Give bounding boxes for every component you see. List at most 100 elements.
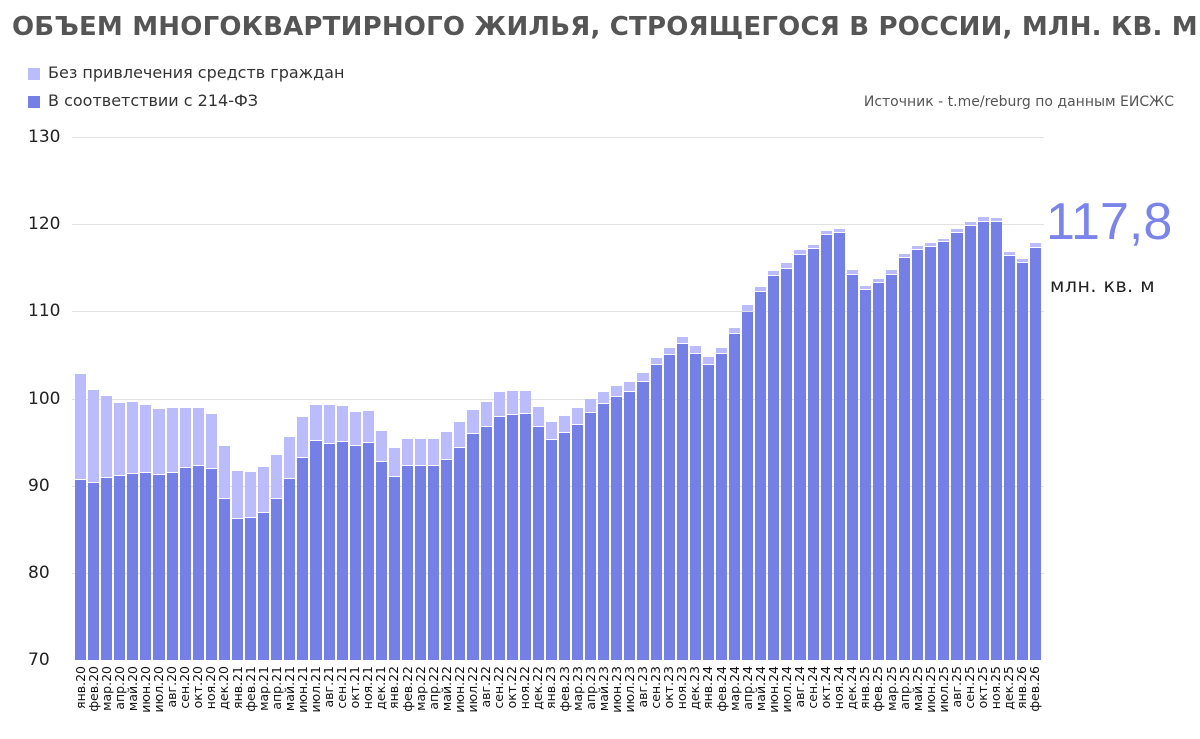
bar-segment-private bbox=[833, 228, 845, 232]
bar-segment-private bbox=[872, 279, 885, 283]
bar-segment-214fz bbox=[912, 250, 924, 660]
bar-segment-private bbox=[75, 374, 87, 480]
bar-segment-private bbox=[729, 327, 741, 333]
bar-segment-private bbox=[1016, 259, 1028, 263]
bar-segment-private bbox=[925, 243, 937, 246]
x-tick-label: май.20 bbox=[124, 666, 140, 712]
bar-segment-214fz bbox=[702, 364, 714, 660]
bar-segment-private bbox=[650, 357, 662, 365]
x-tick-label: мар.20 bbox=[98, 666, 114, 711]
bar-segment-214fz bbox=[75, 480, 87, 660]
x-tick-label: фев.25 bbox=[870, 666, 886, 712]
legend-item-214fz: В соответствии с 214-ФЗ bbox=[28, 86, 344, 114]
bar-segment-214fz bbox=[977, 221, 989, 660]
bar-segment-private bbox=[493, 391, 505, 416]
x-tick-label: мар.23 bbox=[569, 666, 585, 711]
bar-segment-private bbox=[101, 395, 113, 477]
bar-segment-private bbox=[519, 390, 531, 414]
bar-segment-214fz bbox=[480, 427, 492, 660]
x-tick-label: июл.24 bbox=[778, 666, 794, 713]
gridline bbox=[72, 398, 1044, 400]
bar-segment-214fz bbox=[585, 413, 597, 660]
x-tick-label: апр.23 bbox=[582, 666, 598, 710]
bar-segment-214fz bbox=[388, 476, 401, 660]
gridline bbox=[72, 485, 1044, 487]
bar-segment-214fz bbox=[127, 474, 139, 660]
bar-segment-private bbox=[375, 430, 387, 462]
bar-segment-214fz bbox=[323, 443, 335, 660]
bar-segment-private bbox=[336, 406, 348, 442]
bar-segment-214fz bbox=[794, 254, 806, 660]
bar-segment-private bbox=[402, 438, 414, 466]
bar-segment-private bbox=[781, 263, 793, 268]
bar-segment-214fz bbox=[101, 477, 113, 660]
bar-segment-214fz bbox=[205, 469, 217, 660]
bar-segment-214fz bbox=[402, 466, 414, 660]
bar-segment-private bbox=[323, 405, 335, 443]
x-tick-label: июн.25 bbox=[922, 666, 938, 713]
bar-segment-214fz bbox=[506, 415, 518, 660]
bar-segment-private bbox=[689, 346, 701, 354]
bar-segment-214fz bbox=[519, 414, 531, 660]
bar-segment-private bbox=[611, 386, 623, 396]
bar-segment-private bbox=[598, 392, 610, 403]
bar-segment-214fz bbox=[872, 283, 885, 660]
bar-segment-private bbox=[807, 245, 819, 249]
bar-segment-private bbox=[388, 448, 401, 476]
legend-swatch-dark-icon bbox=[28, 96, 40, 108]
x-tick-label: дек.20 bbox=[216, 666, 232, 710]
bar-segment-214fz bbox=[755, 292, 767, 660]
bar-segment-214fz bbox=[179, 468, 191, 660]
bar-segment-214fz bbox=[768, 275, 780, 660]
y-tick-label: 80 bbox=[28, 562, 50, 583]
bar-segment-private bbox=[284, 436, 296, 478]
x-tick-label: янв.24 bbox=[700, 666, 716, 709]
bar-segment-private bbox=[218, 445, 230, 498]
x-tick-label: фев.20 bbox=[85, 666, 101, 712]
bar-segment-214fz bbox=[88, 483, 100, 660]
bar-segment-214fz bbox=[428, 466, 440, 660]
bar-segment-private bbox=[742, 305, 754, 312]
bar-segment-214fz bbox=[467, 434, 479, 660]
x-tick-label: янв.23 bbox=[543, 666, 559, 709]
bar-segment-private bbox=[768, 271, 780, 275]
bar-segment-214fz bbox=[218, 498, 230, 660]
x-tick-label: июл.23 bbox=[621, 666, 637, 713]
bar-segment-private bbox=[951, 229, 963, 232]
bar-segment-private bbox=[545, 422, 557, 440]
bar-segment-214fz bbox=[166, 472, 178, 660]
bar-segment-214fz bbox=[310, 441, 322, 660]
legend-item-private: Без привлечения средств граждан bbox=[28, 58, 344, 86]
y-tick-label: 90 bbox=[28, 475, 50, 496]
bar-segment-214fz bbox=[729, 333, 741, 660]
bar-segment-214fz bbox=[886, 274, 898, 660]
bar-segment-214fz bbox=[192, 465, 204, 660]
bar-segment-214fz bbox=[676, 343, 688, 660]
x-tick-label: июн.20 bbox=[137, 666, 153, 713]
bar-segment-214fz bbox=[964, 225, 976, 660]
bar-segment-private bbox=[859, 286, 871, 289]
bar-segment-private bbox=[297, 416, 309, 457]
bar-segment-private bbox=[676, 336, 688, 343]
bar-segment-private bbox=[1003, 252, 1015, 256]
bar-segment-private bbox=[532, 407, 544, 427]
bar-segment-private bbox=[663, 347, 675, 354]
bar-segment-214fz bbox=[493, 416, 505, 660]
bar-segment-private bbox=[912, 245, 924, 250]
bar-segment-214fz bbox=[951, 232, 963, 660]
bar-segment-private bbox=[179, 408, 191, 468]
bar-segment-214fz bbox=[624, 391, 636, 660]
chart-title: ОБЪЕМ МНОГОКВАРТИРНОГО ЖИЛЬЯ, СТРОЯЩЕГОС… bbox=[12, 12, 1198, 42]
bar-segment-private bbox=[794, 250, 806, 254]
x-tick-label: фев.26 bbox=[1027, 666, 1043, 712]
bar-segment-214fz bbox=[140, 473, 152, 660]
x-tick-label: май.23 bbox=[595, 666, 611, 712]
bar-segment-214fz bbox=[153, 475, 165, 660]
x-tick-label: янв.20 bbox=[72, 666, 88, 709]
bar-segment-private bbox=[153, 408, 165, 475]
bar-segment-214fz bbox=[258, 512, 270, 660]
bar-segment-214fz bbox=[532, 427, 544, 660]
legend: Без привлечения средств граждан В соотве… bbox=[28, 58, 344, 114]
bar-segment-private bbox=[245, 471, 257, 517]
